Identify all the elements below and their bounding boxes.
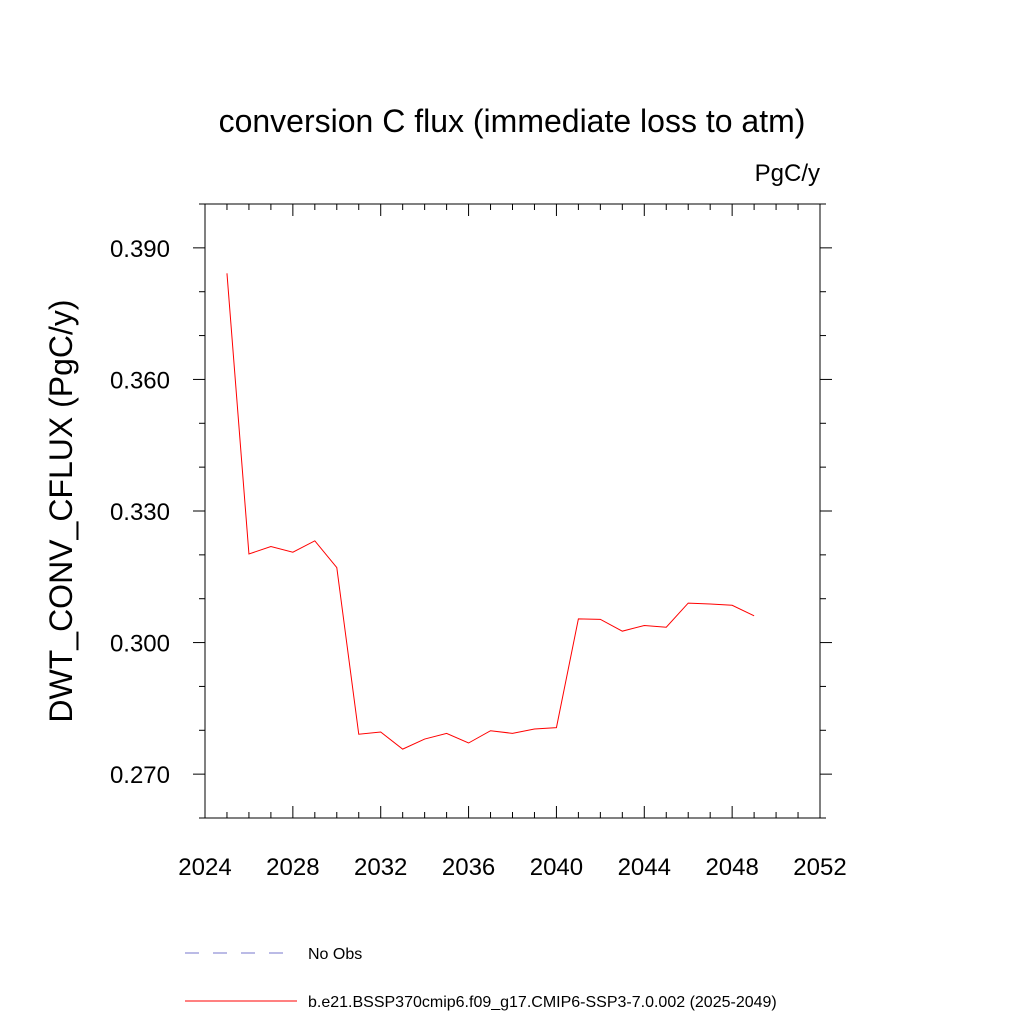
x-tick-label: 2044 (618, 854, 671, 881)
y-tick-label: 0.390 (110, 236, 170, 263)
x-tick-label: 2028 (266, 854, 319, 881)
x-tick-label: 2048 (705, 854, 758, 881)
units-label: PgC/y (755, 160, 820, 187)
x-axis-ticks: 2024 2028 2032 2036 2040 2044 2048 2052 (178, 204, 847, 881)
chart-title: conversion C flux (immediate loss to atm… (219, 103, 806, 139)
y-axis-label: DWT_CONV_CFLUX (PgC/y) (43, 299, 79, 722)
x-tick-label: 2036 (442, 854, 495, 881)
legend-label-no-obs: No Obs (308, 946, 362, 963)
y-tick-label: 0.270 (110, 762, 170, 789)
y-axis-ticks: 0.270 0.300 0.330 0.360 0.390 (110, 203, 832, 819)
x-tick-label: 2040 (530, 854, 583, 881)
legend: No Obs b.e21.BSSP370cmip6.f09_g17.CMIP6-… (185, 946, 777, 1011)
y-tick-label: 0.330 (110, 499, 170, 526)
plot-frame (204, 203, 821, 819)
x-tick-label: 2052 (793, 854, 846, 881)
y-tick-label: 0.300 (110, 631, 170, 658)
legend-label-model-run: b.e21.BSSP370cmip6.f09_g17.CMIP6-SSP3-7.… (308, 994, 777, 1011)
x-tick-label: 2032 (354, 854, 407, 881)
series-line (226, 273, 755, 750)
series-layer (226, 273, 755, 750)
x-tick-label: 2024 (178, 854, 231, 881)
y-tick-label: 0.360 (110, 367, 170, 394)
